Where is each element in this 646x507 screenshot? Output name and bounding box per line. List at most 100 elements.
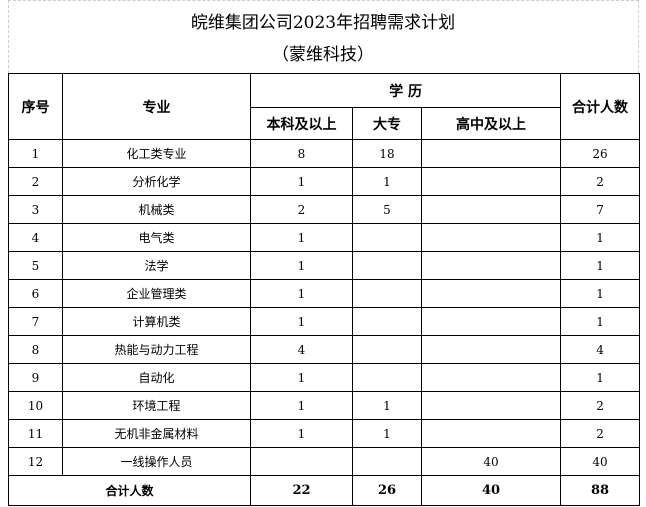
cell-major: 热能与动力工程 bbox=[62, 335, 251, 364]
cell-major: 无机非金属材料 bbox=[62, 419, 251, 448]
document-subtitle: （蒙维科技） bbox=[272, 45, 374, 65]
cell-major: 自动化 bbox=[62, 363, 251, 392]
cell-highschool bbox=[420, 307, 562, 336]
totals-highschool: 40 bbox=[420, 475, 562, 506]
cell-seq: 3 bbox=[8, 195, 63, 224]
table-row: 4 电气类 1 1 bbox=[8, 223, 641, 252]
cell-major: 机械类 bbox=[62, 195, 251, 224]
cell-seq: 8 bbox=[8, 335, 63, 364]
cell-bachelor: 1 bbox=[250, 167, 353, 196]
totals-label: 合计人数 bbox=[8, 475, 251, 506]
table-row: 2 分析化学 1 1 2 bbox=[8, 167, 641, 196]
cell-major: 企业管理类 bbox=[62, 279, 251, 308]
header-college: 大专 bbox=[352, 107, 422, 140]
cell-bachelor: 1 bbox=[250, 307, 353, 336]
cell-college: 1 bbox=[352, 419, 422, 448]
cell-bachelor: 4 bbox=[250, 335, 353, 364]
table-row: 3 机械类 2 5 7 bbox=[8, 195, 641, 224]
cell-seq: 1 bbox=[8, 139, 63, 168]
cell-highschool bbox=[420, 335, 562, 364]
cell-total: 2 bbox=[560, 167, 641, 196]
totals-row: 合计人数 22 26 40 88 bbox=[8, 475, 641, 506]
table-row: 12 一线操作人员 40 40 bbox=[8, 447, 641, 476]
cell-highschool bbox=[420, 223, 562, 252]
cell-total: 4 bbox=[560, 335, 641, 364]
cell-highschool bbox=[420, 419, 562, 448]
cell-highschool bbox=[420, 363, 562, 392]
cell-seq: 10 bbox=[8, 391, 63, 420]
cell-total: 1 bbox=[560, 363, 641, 392]
cell-total: 2 bbox=[560, 419, 641, 448]
cell-seq: 11 bbox=[8, 419, 63, 448]
cell-highschool bbox=[420, 279, 562, 308]
cell-seq: 6 bbox=[8, 279, 63, 308]
cell-total: 1 bbox=[560, 251, 641, 280]
cell-major: 法学 bbox=[62, 251, 251, 280]
cell-college bbox=[352, 363, 422, 392]
cell-college: 1 bbox=[352, 167, 422, 196]
recruitment-table: 序号 专业 学 历 合计人数 本科及以上 大专 高中及以上 1 化工类专业 8 18 2… bbox=[8, 73, 641, 506]
header-seq: 序号 bbox=[8, 73, 63, 140]
header-education: 学 历 bbox=[249, 73, 562, 108]
table-row: 7 计算机类 1 1 bbox=[8, 307, 641, 336]
cell-bachelor: 8 bbox=[250, 139, 353, 168]
cell-highschool bbox=[420, 167, 562, 196]
cell-bachelor bbox=[250, 447, 353, 476]
document-title: 皖维集团公司2023年招聘需求计划 bbox=[190, 13, 456, 33]
cell-college: 1 bbox=[352, 391, 422, 420]
cell-total: 1 bbox=[560, 279, 641, 308]
totals-bachelor: 22 bbox=[250, 475, 353, 506]
cell-highschool bbox=[420, 251, 562, 280]
cell-major: 分析化学 bbox=[62, 167, 251, 196]
cell-major: 一线操作人员 bbox=[62, 447, 251, 476]
cell-bachelor: 1 bbox=[250, 279, 353, 308]
cell-highschool bbox=[420, 139, 562, 168]
cell-seq: 2 bbox=[8, 167, 63, 196]
totals-total: 88 bbox=[560, 475, 641, 506]
cell-seq: 9 bbox=[8, 363, 63, 392]
cell-highschool bbox=[420, 391, 562, 420]
totals-college: 26 bbox=[352, 475, 422, 506]
cell-total: 2 bbox=[560, 391, 641, 420]
header-bachelor: 本科及以上 bbox=[250, 107, 353, 140]
cell-seq: 4 bbox=[8, 223, 63, 252]
cell-college bbox=[352, 279, 422, 308]
cell-bachelor: 1 bbox=[250, 419, 353, 448]
cell-seq: 5 bbox=[8, 251, 63, 280]
cell-major: 化工类专业 bbox=[62, 139, 251, 168]
cell-major: 环境工程 bbox=[62, 391, 251, 420]
cell-college bbox=[352, 447, 422, 476]
cell-bachelor: 1 bbox=[250, 223, 353, 252]
cell-college bbox=[352, 335, 422, 364]
table-row: 10 环境工程 1 1 2 bbox=[8, 391, 641, 420]
cell-bachelor: 1 bbox=[250, 363, 353, 392]
cell-college bbox=[352, 223, 422, 252]
cell-highschool: 40 bbox=[420, 447, 562, 476]
cell-seq: 7 bbox=[8, 307, 63, 336]
header-highschool: 高中及以上 bbox=[420, 107, 562, 140]
cell-total: 1 bbox=[560, 223, 641, 252]
table-row: 6 企业管理类 1 1 bbox=[8, 279, 641, 308]
cell-bachelor: 1 bbox=[250, 251, 353, 280]
header-total: 合计人数 bbox=[560, 73, 641, 140]
cell-college: 5 bbox=[352, 195, 422, 224]
cell-bachelor: 1 bbox=[250, 391, 353, 420]
header-major: 专业 bbox=[62, 73, 251, 140]
cell-total: 40 bbox=[560, 447, 641, 476]
cell-highschool bbox=[420, 195, 562, 224]
cell-total: 7 bbox=[560, 195, 641, 224]
cell-college bbox=[352, 307, 422, 336]
cell-college: 18 bbox=[352, 139, 422, 168]
cell-college bbox=[352, 251, 422, 280]
cell-major: 计算机类 bbox=[62, 307, 251, 336]
cell-seq: 12 bbox=[8, 447, 63, 476]
cell-bachelor: 2 bbox=[250, 195, 353, 224]
table-row: 5 法学 1 1 bbox=[8, 251, 641, 280]
table-row: 1 化工类专业 8 18 26 bbox=[8, 139, 641, 168]
cell-major: 电气类 bbox=[62, 223, 251, 252]
table-row: 9 自动化 1 1 bbox=[8, 363, 641, 392]
title-area bbox=[8, 0, 639, 73]
cell-total: 1 bbox=[560, 307, 641, 336]
cell-total: 26 bbox=[560, 139, 641, 168]
table-row: 11 无机非金属材料 1 1 2 bbox=[8, 419, 641, 448]
